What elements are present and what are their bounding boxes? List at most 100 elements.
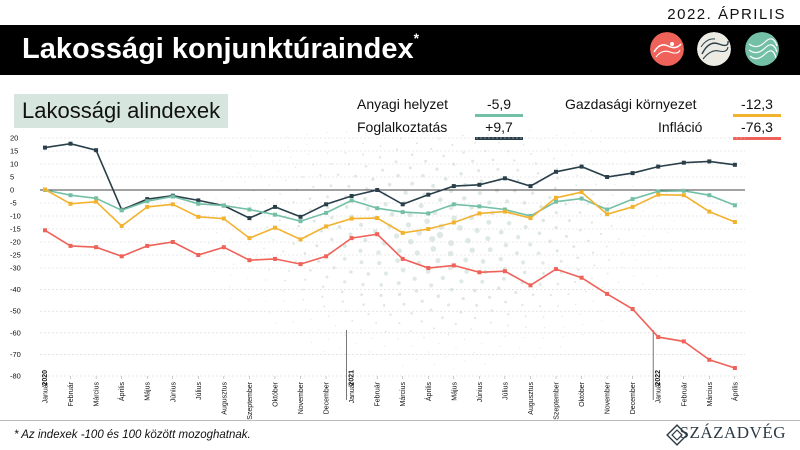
background-dot: [629, 163, 631, 165]
background-dot: [487, 133, 489, 136]
background-dot: [435, 258, 441, 264]
background-dot: [556, 177, 559, 180]
background-dot: [534, 356, 536, 358]
background-dot: [359, 260, 364, 265]
x-tick-label: Február: [375, 381, 382, 406]
y-tick-label: -40: [10, 285, 21, 294]
data-point-foglalkoztatás: [68, 141, 73, 146]
data-point-gazdasági-környezet: [656, 192, 661, 197]
legend-swatch-foglalkoztatas: [475, 137, 523, 140]
background-dot: [597, 310, 600, 312]
background-dot: [574, 303, 577, 306]
background-dot: [658, 241, 660, 243]
y-tick-label: 5: [10, 173, 14, 182]
data-point-anyagi-helyzet: [554, 199, 558, 204]
background-dot: [381, 168, 385, 172]
data-point-anyagi-helyzet: [349, 198, 354, 203]
background-dot: [584, 290, 587, 293]
green-contour-logo-icon: [745, 32, 779, 66]
background-dot: [343, 280, 347, 284]
background-dot: [463, 257, 469, 263]
data-point-anyagi-helyzet: [426, 211, 431, 216]
background-dot: [647, 251, 649, 253]
background-dot: [556, 134, 558, 137]
background-dot: [429, 235, 436, 243]
y-tick-label: 0: [10, 186, 14, 195]
data-point-foglalkoztatás: [145, 197, 150, 202]
background-dot: [382, 134, 385, 136]
background-dot: [310, 341, 312, 343]
background-dot: [355, 343, 357, 345]
data-point-foglalkoztatás: [528, 184, 533, 189]
data-point-gazdasági-környezet: [451, 220, 456, 225]
background-dot: [385, 330, 387, 333]
data-point-foglalkoztatás: [43, 145, 47, 150]
background-dot: [342, 257, 347, 261]
background-dot: [539, 204, 543, 209]
background-dot: [541, 218, 546, 223]
x-tick-label: Március: [94, 382, 101, 407]
background-dot: [325, 142, 327, 144]
background-dot: [559, 259, 563, 263]
background-dot: [451, 215, 457, 221]
year-label: 2020: [42, 370, 49, 386]
background-dot: [479, 179, 484, 184]
background-dot: [487, 295, 492, 299]
background-dot: [590, 130, 593, 132]
background-dot: [531, 293, 535, 297]
data-point-infláció: [298, 262, 303, 267]
background-dot: [371, 177, 375, 181]
background-dot: [282, 250, 285, 253]
data-point-infláció: [502, 269, 507, 274]
data-point-anyagi-helyzet: [477, 204, 482, 209]
x-tick-label: November: [605, 381, 612, 414]
data-point-infláció: [349, 236, 354, 241]
background-dot: [642, 283, 644, 285]
background-dot: [389, 211, 395, 217]
background-dot: [323, 351, 325, 353]
data-point-infláció: [451, 263, 456, 268]
background-dot: [237, 213, 239, 215]
background-dot: [447, 333, 450, 336]
background-dot: [423, 337, 425, 339]
background-dot: [287, 146, 289, 148]
data-point-gazdasági-környezet: [426, 227, 431, 231]
data-point-foglalkoztatás: [656, 164, 661, 169]
background-dot: [554, 211, 558, 215]
data-point-gazdasági-környezet: [502, 209, 507, 214]
background-dot: [397, 338, 399, 340]
line-chart: 20 15 10 5 0 -5 -10 -15 -20 -25 -30 -40 -50 -60 -70 -80…: [10, 130, 745, 420]
background-dot: [303, 251, 307, 255]
data-point-gazdasági-környezet: [681, 193, 686, 198]
y-tick-label: -5: [10, 199, 17, 208]
background-dot: [498, 141, 501, 144]
background-dot: [451, 143, 454, 147]
background-dot: [548, 239, 552, 244]
background-dot: [477, 191, 482, 196]
legend-swatch-inflacio: [733, 137, 781, 140]
data-point-gazdasági-környezet: [324, 224, 329, 229]
background-dot: [395, 258, 400, 263]
data-point-foglalkoztatás: [94, 148, 99, 153]
data-point-gazdasági-környezet: [554, 195, 558, 200]
background-dot: [543, 327, 546, 329]
background-dot: [553, 157, 555, 160]
background-dot: [245, 243, 248, 245]
background-dot: [424, 218, 430, 225]
background-dot: [599, 232, 603, 236]
data-point-gazdasági-környezet: [119, 223, 124, 228]
background-dot: [593, 163, 595, 165]
background-dot: [332, 266, 336, 270]
background-dot: [530, 152, 532, 155]
data-point-foglalkoztatás: [732, 162, 737, 167]
background-dot: [208, 242, 210, 244]
background-dot: [274, 322, 277, 324]
background-dot: [229, 286, 231, 288]
background-dot: [522, 270, 527, 275]
background-dot: [611, 162, 614, 164]
background-dot: [384, 345, 386, 347]
background-dot: [247, 299, 249, 301]
background-dot: [438, 137, 440, 140]
background-dot: [249, 205, 252, 207]
background-dot: [321, 295, 324, 298]
